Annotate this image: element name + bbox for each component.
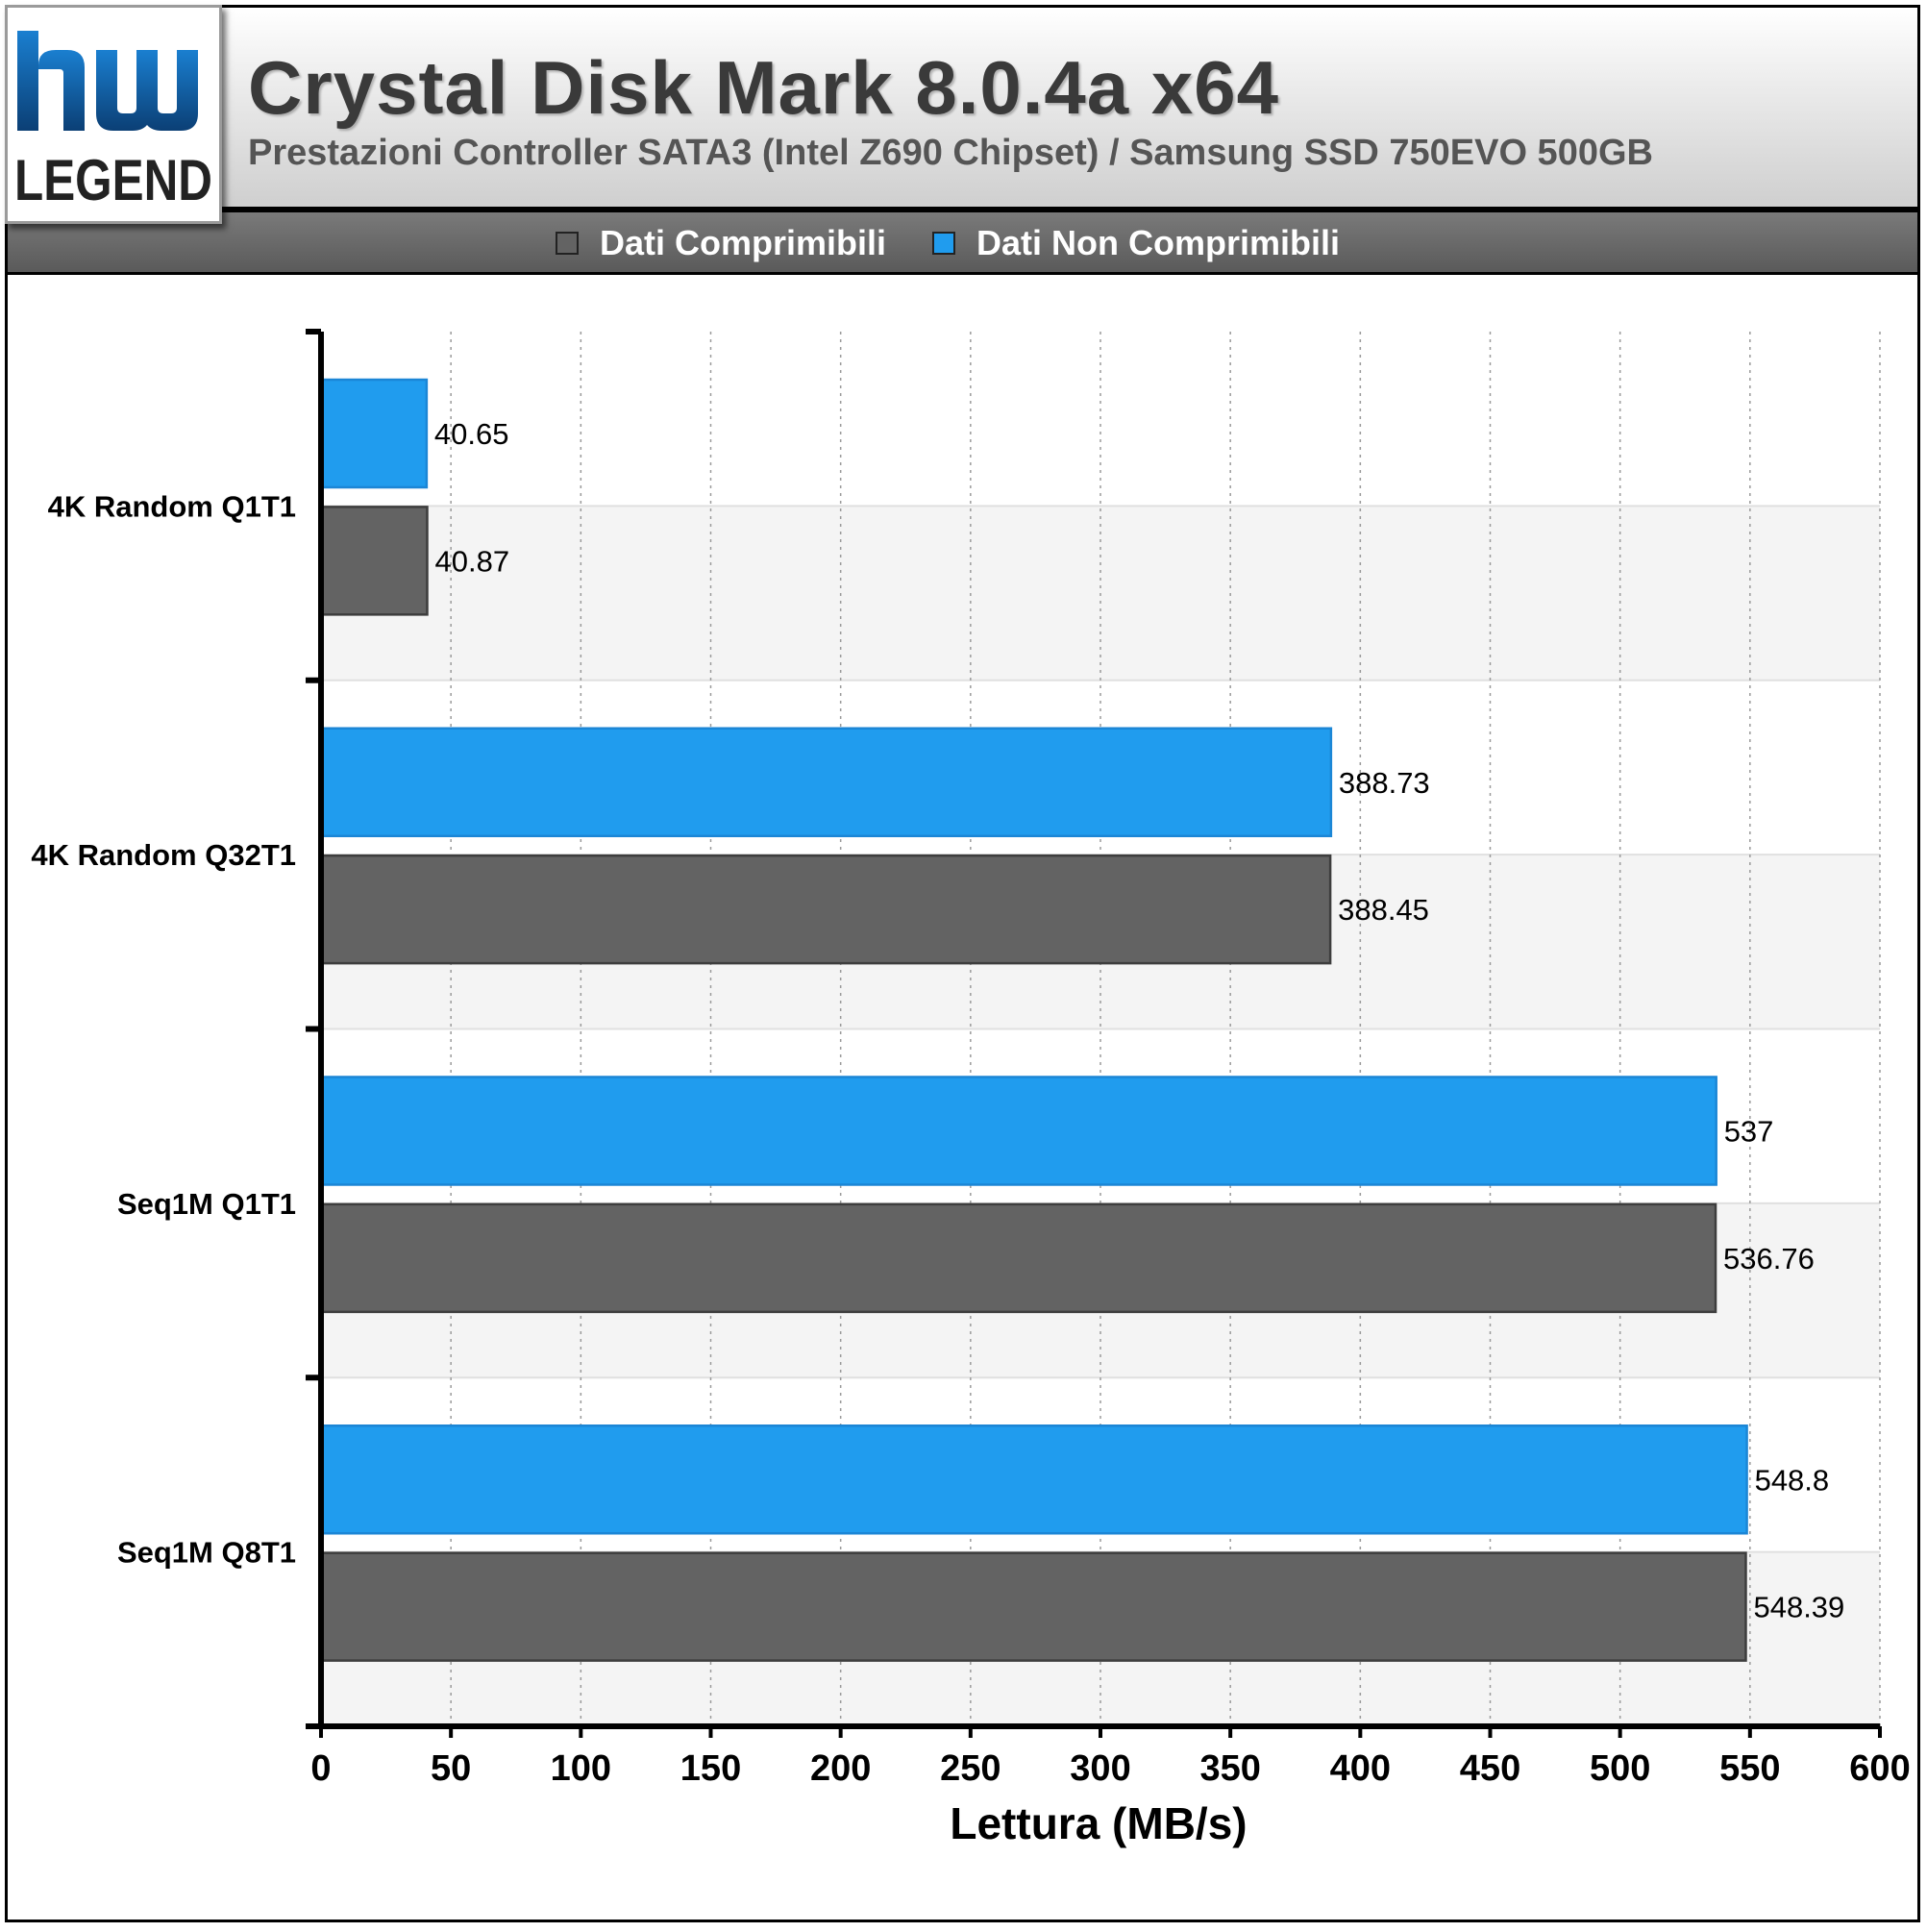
x-tick-label: 250 bbox=[940, 1748, 1001, 1789]
data-label: 388.73 bbox=[1339, 766, 1430, 800]
bar bbox=[319, 1202, 1717, 1314]
labels: 0 50 100 150 200 250 300 350 400 450 500 550 600 40.6… bbox=[31, 417, 1910, 1789]
bar bbox=[319, 854, 1332, 965]
category-label: Seq1M Q8T1 bbox=[117, 1536, 296, 1570]
chart-header: Crystal Disk Mark 8.0.4a x64 Prestazioni… bbox=[5, 5, 1920, 210]
x-tick-label: 550 bbox=[1719, 1748, 1780, 1789]
data-label: 40.87 bbox=[434, 544, 509, 578]
legend-item-compressible: Dati Comprimibili bbox=[556, 223, 887, 262]
logo-mark bbox=[17, 31, 198, 131]
x-tick-label: 300 bbox=[1070, 1748, 1130, 1789]
x-tick-label: 400 bbox=[1330, 1748, 1391, 1789]
data-label: 40.65 bbox=[434, 417, 509, 451]
legend-label: Dati Comprimibili bbox=[600, 223, 887, 262]
legend-label: Dati Non Comprimibili bbox=[976, 223, 1340, 262]
x-tick-label: 100 bbox=[551, 1748, 611, 1789]
axes bbox=[306, 329, 1882, 1738]
x-tick-label: 50 bbox=[431, 1748, 471, 1789]
data-label: 388.45 bbox=[1338, 893, 1429, 927]
x-tick-label: 350 bbox=[1199, 1748, 1260, 1789]
bar bbox=[319, 727, 1333, 837]
legend-swatch-gray bbox=[556, 232, 579, 255]
x-tick-label: 150 bbox=[680, 1748, 741, 1789]
x-axis-title: Lettura (MB/s) bbox=[950, 1798, 1247, 1848]
data-label: 548.39 bbox=[1753, 1591, 1844, 1624]
data-label: 536.76 bbox=[1723, 1242, 1815, 1276]
site-logo: LEGEND bbox=[5, 5, 222, 224]
logo-image: LEGEND bbox=[14, 31, 212, 212]
x-tick-label: 200 bbox=[810, 1748, 871, 1789]
legend-swatch-blue bbox=[932, 232, 955, 255]
bar bbox=[319, 506, 429, 616]
x-tick-label: 500 bbox=[1590, 1748, 1650, 1789]
category-label: 4K Random Q32T1 bbox=[31, 838, 296, 872]
category-label: 4K Random Q1T1 bbox=[48, 489, 296, 523]
x-tick-label: 600 bbox=[1849, 1748, 1910, 1789]
data-label: 537 bbox=[1724, 1115, 1774, 1149]
category-label: Seq1M Q1T1 bbox=[117, 1187, 296, 1221]
bar bbox=[319, 1424, 1748, 1535]
bar bbox=[319, 1076, 1717, 1186]
logo-text: LEGEND bbox=[14, 148, 212, 212]
x-tick-label: 450 bbox=[1460, 1748, 1520, 1789]
legend: Dati Comprimibili Dati Non Comprimibili bbox=[5, 210, 1920, 275]
x-tick-label: 0 bbox=[310, 1748, 331, 1789]
bars bbox=[319, 378, 1748, 1662]
bar bbox=[319, 1551, 1747, 1662]
data-label: 548.8 bbox=[1755, 1463, 1830, 1497]
chart-title: Crystal Disk Mark 8.0.4a x64 bbox=[248, 45, 1280, 130]
chart-subtitle: Prestazioni Controller SATA3 (Intel Z690… bbox=[248, 133, 1653, 173]
bar bbox=[319, 378, 429, 489]
legend-item-incompressible: Dati Non Comprimibili bbox=[932, 223, 1340, 262]
